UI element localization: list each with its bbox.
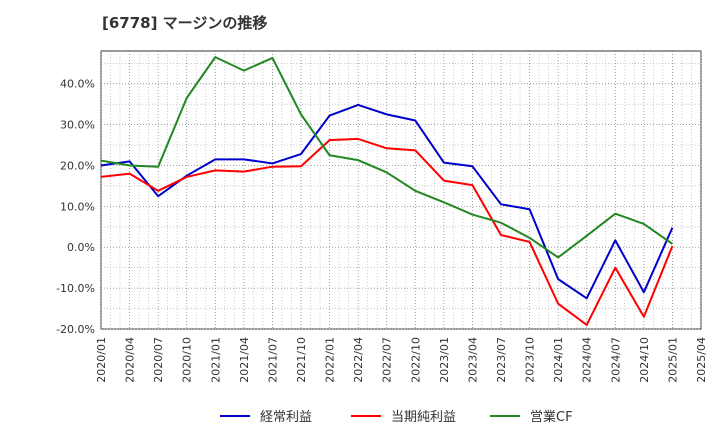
x-tick-label: 2020/01 [95,337,108,383]
x-tick-label: 2024/01 [552,337,565,383]
x-tick-label: 2020/10 [181,337,194,383]
x-tick-label: 2024/07 [609,337,622,383]
x-tick-label: 2020/07 [152,337,165,383]
x-tick-label: 2023/10 [524,337,537,383]
x-tick-label: 2023/04 [466,337,479,383]
x-tick-label: 2024/04 [581,337,594,383]
x-tick-label: 2021/10 [295,337,308,383]
chart-title: [6778] マージンの推移 [102,14,268,32]
x-tick-label: 2021/07 [266,337,279,383]
x-tick-label: 2023/07 [495,337,508,383]
x-tick-label: 2021/04 [238,337,251,383]
y-tick-label: 40.0% [60,78,95,91]
x-tick-label: 2025/04 [695,337,708,383]
y-tick-label: 0.0% [67,241,95,254]
y-tick-label: 30.0% [60,119,95,132]
legend-label-2: 営業CF [530,409,573,425]
series-line-2 [100,56,674,259]
x-tick-label: 2022/01 [324,337,337,383]
y-tick-label: 10.0% [60,200,95,213]
y-tick-label: -20.0% [56,323,95,336]
x-tick-label: 2022/04 [352,337,365,383]
plot-area [100,50,702,330]
y-tick-label: -10.0% [56,282,95,295]
series-line-0 [100,103,674,300]
x-tick-label: 2023/01 [438,337,451,383]
legend-label-0: 経常利益 [260,410,312,425]
x-tick-label: 2025/01 [666,337,679,383]
x-tick-label: 2021/01 [209,337,222,383]
x-tick-label: 2020/04 [124,337,137,383]
x-tick-label: 2024/10 [638,337,651,383]
x-tick-label: 2022/07 [381,337,394,383]
y-tick-label: 20.0% [60,159,95,172]
series-line-1 [100,137,674,326]
x-tick-label: 2022/10 [409,337,422,383]
legend-label-1: 当期純利益 [391,410,456,425]
